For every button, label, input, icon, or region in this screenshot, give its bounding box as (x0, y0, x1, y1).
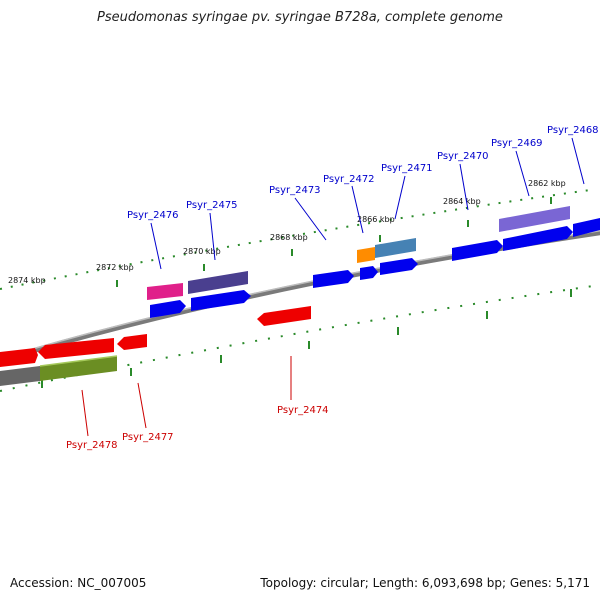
gene-feature-steelblue (375, 238, 416, 258)
gene-feature-magenta (147, 283, 183, 300)
gene-arrow-reverse (38, 338, 114, 359)
gene-arrow-forward (150, 300, 186, 318)
gene-feature-gray (0, 366, 40, 386)
genome-title: Pseudomonas syringae pv. syringae B728a,… (97, 10, 503, 25)
gene-arrow-forward (360, 266, 378, 280)
gene-feature-purple-light (499, 206, 570, 232)
gene-label-psyr-2472[interactable]: Psyr_2472 (323, 174, 375, 185)
gene-label-psyr-2468[interactable]: Psyr_2468 (547, 125, 599, 136)
gene-label-psyr-2471[interactable]: Psyr_2471 (381, 163, 433, 174)
gene-feature-orange (357, 247, 375, 263)
gene-arrow-forward (503, 226, 573, 251)
gene-label-psyr-2476[interactable]: Psyr_2476 (127, 210, 179, 221)
gene-arrow-reverse (0, 348, 38, 367)
gene-feature-purple (188, 271, 248, 294)
genome-summary-text: Topology: circular; Length: 6,093,698 bp… (260, 576, 590, 590)
scale-tick-label: 2870 kbp (183, 247, 221, 256)
gene-feature-olive (40, 356, 117, 381)
scale-tick-label: 2868 kbp (270, 233, 308, 242)
gene-arrow-forward (191, 290, 251, 311)
gene-label-psyr-2470[interactable]: Psyr_2470 (437, 151, 489, 162)
gene-label-psyr-2475[interactable]: Psyr_2475 (186, 200, 238, 211)
gene-label-psyr-2469[interactable]: Psyr_2469 (491, 138, 543, 149)
gene-label-psyr-2474[interactable]: Psyr_2474 (277, 405, 329, 416)
gene-label-psyr-2478[interactable]: Psyr_2478 (66, 440, 118, 451)
label-leader-lines (81, 137, 585, 437)
outer-scale (0, 189, 591, 290)
accession-text: Accession: NC_007005 (10, 576, 147, 590)
gene-arrow-forward (380, 258, 418, 275)
scale-tick-label: 2872 kbp (96, 263, 134, 272)
gene-arrow-forward (313, 270, 354, 288)
scale-tick-label: 2866 kbp (357, 215, 395, 224)
gene-label-psyr-2477[interactable]: Psyr_2477 (122, 432, 174, 443)
gene-arrow-reverse (117, 334, 147, 350)
scale-tick-label: 2864 kbp (443, 197, 481, 206)
scale-tick-label: 2874 kbp (8, 276, 46, 285)
scale-tick-label: 2862 kbp (528, 179, 566, 188)
inner-scale (0, 284, 600, 392)
gene-arrow-reverse (257, 306, 311, 326)
gene-arrow-forward (452, 240, 503, 261)
gene-label-psyr-2473[interactable]: Psyr_2473 (269, 185, 321, 196)
gene-arrow-forward (573, 218, 600, 237)
